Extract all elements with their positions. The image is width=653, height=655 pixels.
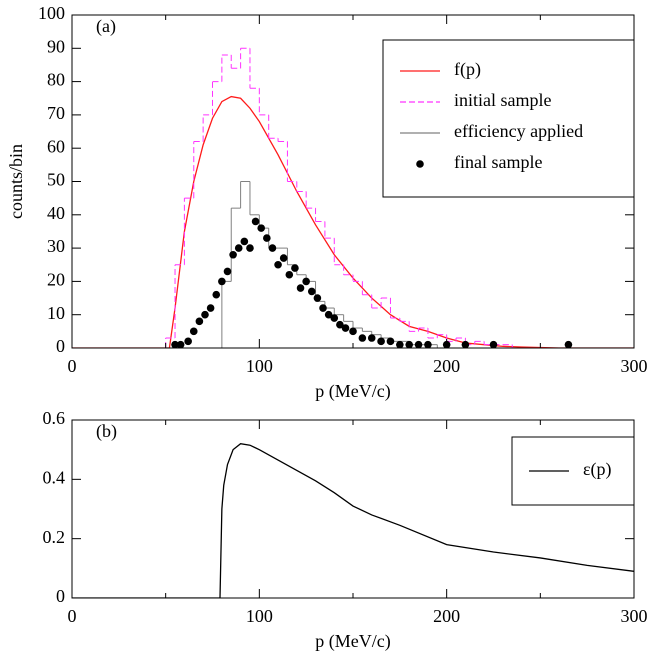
data-point [229, 250, 237, 259]
plot-area [72, 443, 634, 598]
data-point [307, 287, 316, 296]
data-point [184, 337, 192, 346]
y-tick-label: 0 [56, 586, 65, 606]
data-point [324, 310, 333, 319]
y-tick-label: 0.4 [43, 467, 66, 487]
legend-label: initial sample [454, 90, 551, 110]
data-point [296, 284, 305, 292]
data-point [234, 244, 243, 252]
data-point [396, 340, 404, 348]
plot-area [72, 47, 634, 348]
legend-label: efficiency applied [454, 121, 583, 141]
panel-label: (b) [96, 421, 117, 442]
y-axis-label: counts/bin [6, 144, 26, 219]
data-point [240, 237, 249, 246]
data-point [189, 327, 198, 336]
legend-box [382, 39, 635, 198]
y-tick-label: 100 [38, 3, 65, 23]
curve [72, 443, 634, 598]
data-point [336, 320, 344, 329]
data-point [341, 324, 350, 332]
data-point [424, 340, 432, 348]
data-point [302, 277, 310, 286]
y-tick-label: 60 [47, 136, 65, 156]
data-point [274, 260, 282, 269]
data-point [285, 270, 294, 279]
data-point [349, 327, 357, 336]
x-tick-label: 0 [68, 606, 77, 626]
data-point [405, 340, 413, 348]
legend-label: f(p) [454, 59, 481, 80]
data-point [319, 304, 327, 312]
legend-label: final sample [454, 152, 542, 172]
x-tick-label: 100 [246, 606, 273, 626]
data-point [489, 340, 498, 348]
data-point [206, 304, 215, 312]
data-point [268, 244, 277, 252]
y-tick-label: 50 [47, 170, 65, 190]
x-tick-label: 100 [246, 356, 273, 376]
data-point [279, 254, 288, 262]
data-point [358, 334, 367, 342]
y-tick-label: 70 [47, 103, 65, 123]
data-point [564, 340, 573, 348]
data-point [367, 334, 376, 342]
y-tick-label: 20 [47, 270, 65, 290]
x-tick-label: 300 [621, 606, 648, 626]
data-point [171, 340, 179, 348]
data-point [461, 340, 470, 348]
data-point [195, 317, 204, 326]
panel-label: (a) [96, 16, 116, 37]
x-axis-label: p (MeV/c) [315, 381, 390, 402]
x-axis-label: p (MeV/c) [315, 631, 390, 652]
x-tick-label: 300 [621, 356, 648, 376]
y-tick-label: 40 [47, 203, 65, 223]
y-tick-label: 30 [47, 236, 65, 256]
data-point [246, 244, 254, 252]
data-point [291, 264, 299, 272]
data-point [201, 310, 209, 319]
y-tick-label: 80 [47, 70, 65, 90]
legend-swatch [416, 160, 424, 168]
data-point [377, 337, 385, 346]
data-point [251, 217, 260, 226]
data-point [263, 234, 271, 242]
data-point [330, 314, 339, 322]
legend-label: ε(p) [583, 459, 612, 480]
data-point [223, 267, 232, 276]
y-tick-label: 10 [47, 303, 65, 323]
data-point [313, 294, 322, 302]
data-point [176, 340, 185, 348]
x-tick-label: 200 [433, 606, 460, 626]
data-point [212, 290, 221, 299]
y-tick-label: 0 [56, 336, 65, 356]
y-tick-label: 90 [47, 36, 65, 56]
data-point [257, 224, 266, 232]
y-tick-label: 0.6 [43, 408, 66, 428]
x-tick-label: 200 [433, 356, 460, 376]
y-tick-label: 0.2 [43, 527, 66, 547]
data-point [386, 337, 395, 346]
data-point [414, 340, 423, 348]
x-tick-label: 0 [68, 356, 77, 376]
data-point [218, 277, 226, 286]
